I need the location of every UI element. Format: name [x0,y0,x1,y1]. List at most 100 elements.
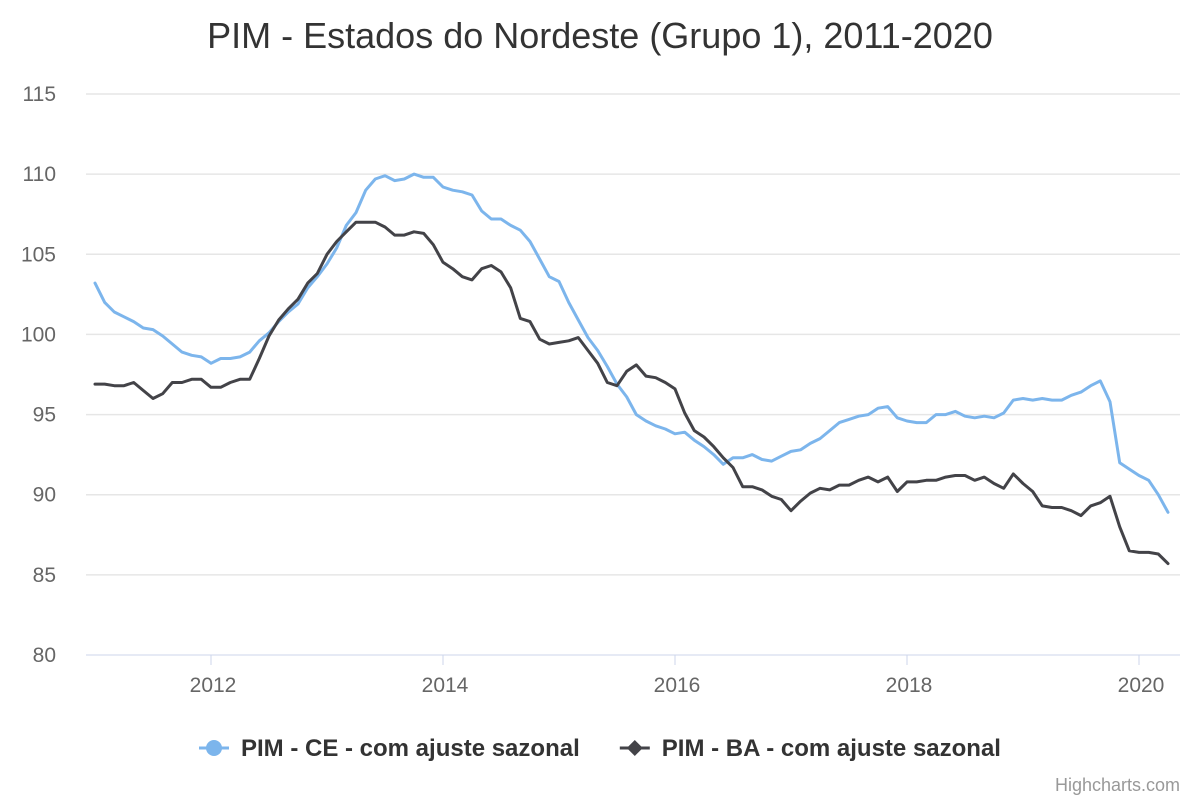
data-point[interactable] [826,486,834,494]
data-point[interactable] [439,183,447,191]
data-point[interactable] [1000,484,1008,492]
data-point[interactable] [603,363,611,371]
data-point[interactable] [342,228,350,236]
data-point[interactable] [178,348,186,356]
data-point[interactable] [1154,491,1162,499]
data-point[interactable] [777,452,785,460]
data-point[interactable] [130,379,138,387]
data-point[interactable] [806,439,814,447]
data-point[interactable] [217,355,225,363]
data-point[interactable] [903,478,911,486]
data-point[interactable] [507,221,515,229]
data-point[interactable] [845,415,853,423]
data-point[interactable] [497,215,505,223]
data-point[interactable] [700,433,708,441]
data-point[interactable] [594,347,602,355]
data-point[interactable] [545,273,553,281]
data-point[interactable] [487,262,495,270]
data-point[interactable] [255,337,263,345]
data-point[interactable] [1125,547,1133,555]
data-point[interactable] [352,218,360,226]
data-point[interactable] [1029,488,1037,496]
data-point[interactable] [536,255,544,263]
data-point[interactable] [768,492,776,500]
series-line[interactable] [93,172,1170,514]
data-point[interactable] [632,411,640,419]
data-point[interactable] [671,385,679,393]
data-point[interactable] [275,316,283,324]
data-point[interactable] [120,313,128,321]
data-point[interactable] [149,395,157,403]
data-point[interactable] [1125,465,1133,473]
data-point[interactable] [903,417,911,425]
data-point[interactable] [1048,396,1056,404]
data-point[interactable] [748,483,756,491]
data-point[interactable] [1116,523,1124,531]
data-point[interactable] [816,435,824,443]
data-point[interactable] [1000,409,1008,417]
data-point[interactable] [1096,377,1104,385]
data-point[interactable] [487,215,495,223]
data-point[interactable] [226,379,234,387]
data-point[interactable] [410,170,418,178]
data-point[interactable] [188,375,196,383]
data-point[interactable] [110,382,118,390]
data-point[interactable] [806,489,814,497]
data-point[interactable] [913,419,921,427]
data-point[interactable] [855,476,863,484]
data-point[interactable] [768,457,776,465]
data-point[interactable] [516,226,524,234]
data-point[interactable] [777,496,785,504]
data-point[interactable] [594,359,602,367]
data-point[interactable] [1038,502,1046,510]
data-point[interactable] [478,265,486,273]
data-point[interactable] [168,379,176,387]
data-point[interactable] [729,454,737,462]
data-point[interactable] [101,298,109,306]
data-point[interactable] [758,486,766,494]
data-point[interactable] [197,353,205,361]
data-point[interactable] [294,295,302,303]
data-point[interactable] [265,332,273,340]
data-point[interactable] [516,314,524,322]
data-point[interactable] [845,481,853,489]
data-point[interactable] [961,472,969,480]
data-point[interactable] [584,334,592,342]
data-point[interactable] [323,250,331,258]
data-point[interactable] [507,284,515,292]
data-point[interactable] [207,359,215,367]
data-point[interactable] [719,454,727,462]
data-point[interactable] [429,241,437,249]
data-point[interactable] [797,497,805,505]
data-point[interactable] [429,173,437,181]
data-point[interactable] [874,404,882,412]
data-point[interactable] [468,276,476,284]
data-point[interactable] [980,412,988,420]
data-point[interactable] [1154,550,1162,558]
data-point[interactable] [864,473,872,481]
data-point[interactable] [497,268,505,276]
data-point[interactable] [884,403,892,411]
data-point[interactable] [371,175,379,183]
data-point[interactable] [1067,507,1075,515]
data-point[interactable] [304,279,312,287]
data-point[interactable] [632,361,640,369]
legend-item-2[interactable]: PIM - BA - com ajuste sazonal [619,735,1001,762]
data-point[interactable] [391,231,399,239]
data-point[interactable] [458,188,466,196]
data-point[interactable] [400,231,408,239]
data-point[interactable] [1048,504,1056,512]
data-point[interactable] [681,428,689,436]
data-point[interactable] [980,473,988,481]
legend-item-1[interactable]: PIM - CE - com ajuste sazonal [199,735,580,762]
data-point[interactable] [913,478,921,486]
data-point[interactable] [1135,472,1143,480]
data-point[interactable] [584,347,592,355]
data-point[interactable] [236,353,244,361]
data-point[interactable] [1164,560,1172,568]
data-point[interactable] [545,340,553,348]
data-point[interactable] [942,411,950,419]
data-point[interactable] [226,355,234,363]
data-point[interactable] [536,335,544,343]
data-point[interactable] [642,417,650,425]
